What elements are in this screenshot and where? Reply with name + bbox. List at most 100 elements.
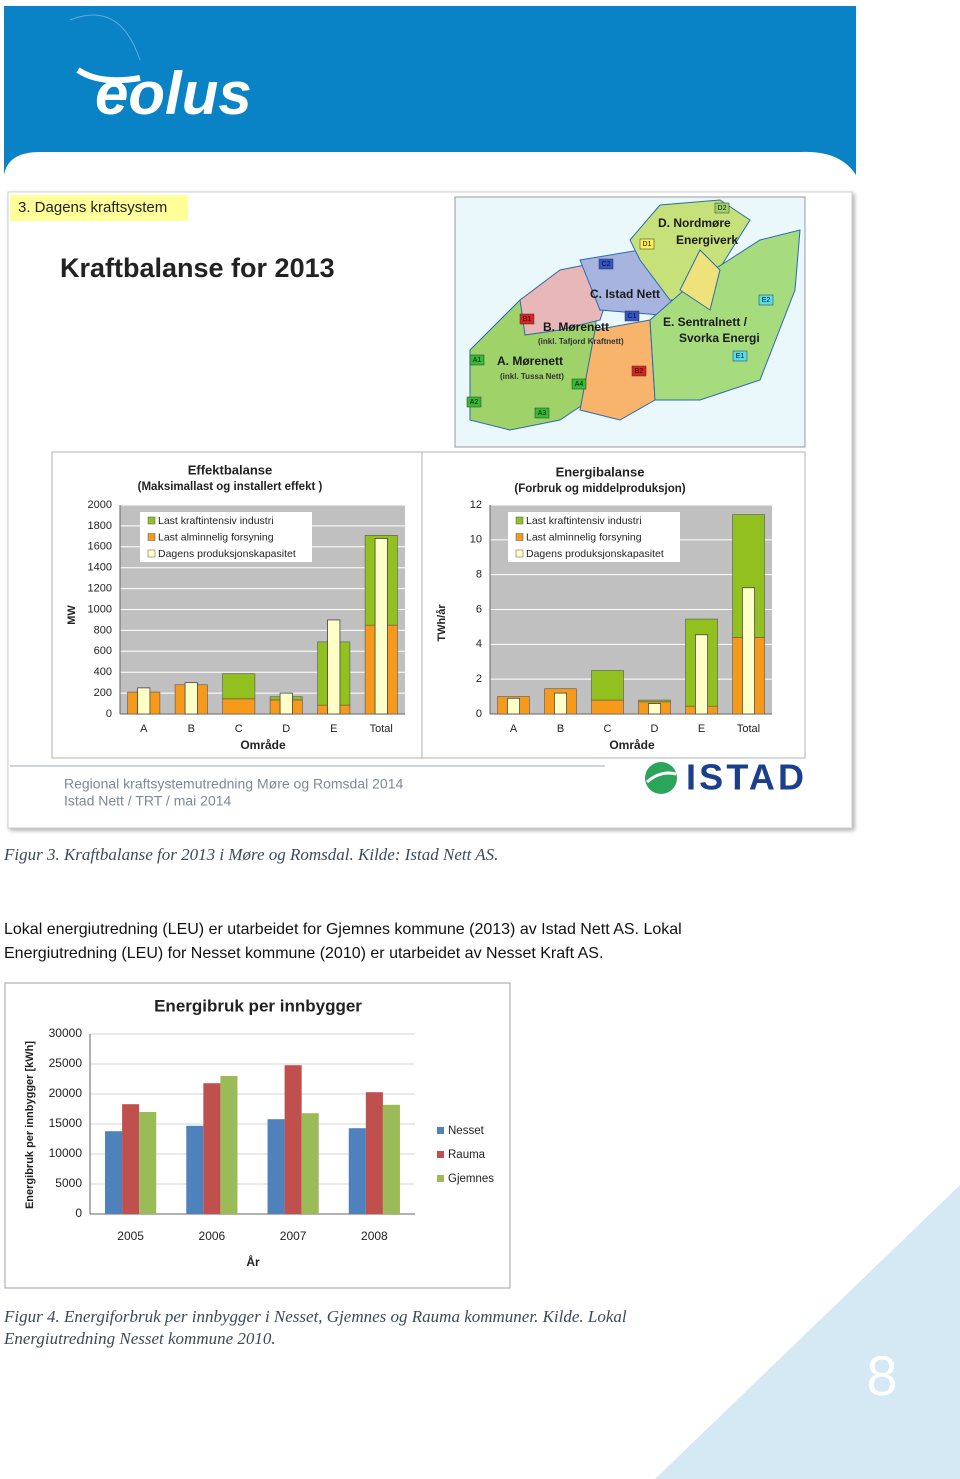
- logo-swoosh: [76, 67, 141, 84]
- legend-label: Rauma: [448, 1149, 486, 1161]
- bar: [203, 1083, 221, 1214]
- bar: [220, 1076, 238, 1214]
- y-tick-label: 2000: [88, 499, 112, 511]
- page-number: 8: [866, 1344, 897, 1407]
- bar: [741, 587, 756, 715]
- y-tick-label: 10: [470, 534, 482, 546]
- caption: Figur 4. Energiforbruk per innbygger i N…: [3, 1307, 627, 1326]
- map-code-box: [571, 378, 587, 390]
- y-tick-label: 15000: [49, 1116, 83, 1130]
- chart-subtitle: (Forbruk og middelproduksjon): [514, 483, 685, 495]
- bar-segment: [222, 673, 256, 700]
- x-tick-label: Total: [737, 723, 760, 735]
- x-tick-label: C: [235, 723, 243, 735]
- x-tick-label: A: [140, 723, 148, 735]
- x-tick-label: C: [604, 723, 612, 735]
- bar-segment: [222, 698, 256, 715]
- map-code: A3: [538, 410, 547, 417]
- x-tick-label: B: [188, 723, 195, 735]
- bar: [382, 1104, 400, 1214]
- legend-swatch: [437, 1127, 444, 1134]
- section-label-box: [10, 195, 188, 221]
- header-band: [4, 6, 856, 175]
- map-label: Energiverk: [676, 233, 738, 247]
- legend-label: Dagens produksjonskapasitet: [526, 548, 664, 560]
- chart-subtitle: (Maksimallast og installert effekt ): [138, 481, 323, 493]
- bar: [374, 538, 388, 715]
- legend-swatch: [515, 516, 524, 525]
- map-region-y: [679, 249, 721, 311]
- bar: [694, 634, 709, 715]
- x-axis-title: År: [246, 1254, 260, 1269]
- legend-label: Last alminnelig forsyning: [158, 531, 274, 543]
- y-axis-title: Energibruk per innbygger [kWh]: [24, 1041, 36, 1209]
- map-code-box: [714, 202, 730, 214]
- x-tick-label: D: [282, 723, 290, 735]
- map-code-box: [639, 238, 655, 250]
- map: D. Nordmøre Energiverk C. Istad Nett B. Mør…: [454, 196, 806, 448]
- chart-title: Effektbalanse: [188, 462, 273, 477]
- x-tick-label: E: [698, 723, 705, 735]
- brand-icon: [645, 762, 677, 794]
- y-tick-label: 2: [476, 673, 482, 685]
- caption: Energiutredning Nesset kommune 2010.: [3, 1329, 276, 1348]
- map-code: B2: [635, 368, 644, 375]
- chart-title: Energibruk per innbygger: [154, 996, 362, 1015]
- map-code-box: [732, 350, 748, 362]
- x-tick-label: E: [330, 723, 337, 735]
- bar-segment: [638, 699, 671, 703]
- legend-box: [508, 512, 680, 562]
- bar-segment: [591, 670, 624, 701]
- bar: [105, 1131, 123, 1214]
- map-code-box: [631, 365, 647, 377]
- map-code-box: [466, 396, 482, 408]
- brand-icon-stripe: [646, 771, 677, 784]
- map-label: (inkl. Tussa Nett): [500, 372, 564, 381]
- bar-segment: [591, 699, 624, 715]
- map-code: D1: [643, 241, 652, 248]
- map-code-box: [758, 294, 774, 306]
- header-decor: [69, 14, 141, 61]
- x-tick-label: B: [557, 723, 564, 735]
- map-label: A. Mørenett: [497, 354, 563, 368]
- bar: [122, 1104, 140, 1214]
- y-tick-label: 600: [94, 645, 112, 657]
- map-code: D2: [718, 205, 727, 212]
- map-code: A1: [473, 357, 482, 364]
- map-code: B1: [523, 316, 532, 323]
- map-region-d: [629, 199, 751, 301]
- bar: [506, 697, 521, 715]
- y-tick-label: 1000: [88, 603, 112, 615]
- y-tick-label: 0: [476, 708, 482, 720]
- legend-swatch: [147, 516, 156, 525]
- legend-swatch: [147, 533, 156, 541]
- x-tick-label: D: [651, 723, 659, 735]
- legend-label: Last kraftintensiv industri: [158, 515, 274, 527]
- map-code: E2: [762, 297, 771, 304]
- bar: [137, 687, 151, 715]
- logo: eolus: [95, 60, 252, 127]
- slide-footer: Regional kraftsystemutredning Møre og Ro…: [64, 776, 403, 792]
- y-tick-label: 30000: [49, 1026, 83, 1040]
- brand: ISTAD: [686, 757, 804, 798]
- map-code-box: [624, 310, 640, 322]
- legend-swatch: [515, 549, 524, 558]
- y-tick-label: 5000: [55, 1176, 82, 1190]
- y-tick-label: 8: [476, 569, 482, 581]
- paragraph-line: Energiutredning (LEU) for Nesset kommune…: [4, 945, 603, 962]
- legend-swatch: [437, 1151, 444, 1158]
- map-label: Svorka Energi: [679, 331, 760, 345]
- x-tick-label: Total: [370, 723, 393, 735]
- y-tick-label: 25000: [49, 1056, 83, 1070]
- y-axis-title: MW: [66, 605, 78, 625]
- x-tick-label: A: [510, 723, 518, 735]
- map-label: E. Sentralnett /: [663, 315, 748, 329]
- y-tick-label: 800: [94, 624, 112, 636]
- map-code: C2: [602, 261, 611, 268]
- slide-footer: Istad Nett / TRT / mai 2014: [64, 793, 232, 809]
- y-tick-label: 0: [106, 708, 112, 720]
- map-code-box: [519, 313, 535, 325]
- x-tick-label: 2008: [361, 1229, 388, 1243]
- y-tick-label: 4: [476, 638, 482, 650]
